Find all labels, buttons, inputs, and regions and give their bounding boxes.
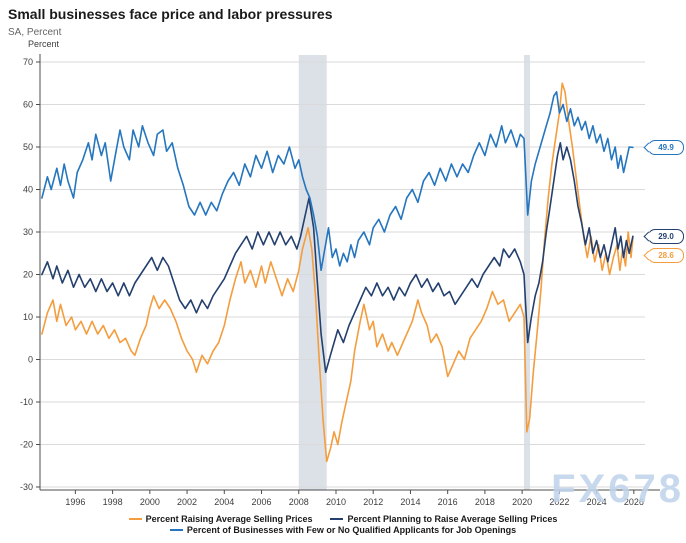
legend-label: Percent of Businesses with Few or No Qua…	[186, 525, 517, 535]
y-tick-label: 60	[23, 100, 33, 110]
y-tick-label: 50	[23, 142, 33, 152]
legend-label: Percent Planning to Raise Average Sellin…	[347, 514, 558, 524]
series-line-1	[41, 142, 634, 374]
end-value-callout-series-1: 29.0	[643, 229, 684, 244]
legend-line-swatch-orange	[128, 517, 142, 521]
end-value-callout-series-0: 28.6	[643, 248, 684, 263]
series-line-0	[41, 82, 634, 463]
legend-row-2: Percent of Businesses with Few or No Qua…	[169, 525, 517, 535]
x-tick-label: 1996	[65, 497, 85, 507]
legend-label: Percent Raising Average Selling Prices	[145, 514, 313, 524]
legend-item-planning-to-raise: Percent Planning to Raise Average Sellin…	[330, 514, 557, 524]
y-tick-label: -30	[20, 482, 33, 492]
y-axis-unit-label: Percent	[28, 39, 60, 49]
x-tick-label: 2004	[214, 497, 234, 507]
x-tick-label: 2026	[624, 497, 644, 507]
x-tick-label: 2006	[252, 497, 272, 507]
legend-item-raising-prices: Percent Raising Average Selling Prices	[128, 514, 313, 524]
y-tick-label: 0	[28, 355, 33, 365]
y-tick-label: -10	[20, 397, 33, 407]
legend-line-swatch-navy	[330, 517, 344, 521]
recession-band	[298, 55, 327, 490]
y-tick-label: 10	[23, 312, 33, 322]
x-tick-label: 2012	[363, 497, 383, 507]
x-tick-label: 2022	[549, 497, 569, 507]
y-tick-label: 70	[23, 57, 33, 67]
y-tick-label: 40	[23, 185, 33, 195]
recession-band	[524, 55, 530, 490]
x-tick-label: 2008	[289, 497, 309, 507]
x-tick-label: 2000	[140, 497, 160, 507]
chart-subtitle: SA, Percent	[8, 27, 62, 38]
legend-item-qualified-applicants: Percent of Businesses with Few or No Qua…	[169, 525, 517, 535]
x-tick-label: 2020	[512, 497, 532, 507]
series-line-2	[41, 91, 634, 272]
chart-title: Small businesses face price and labor pr…	[8, 6, 333, 22]
y-tick-label: -20	[20, 440, 33, 450]
legend-row-1: Percent Raising Average Selling Prices P…	[128, 514, 557, 524]
legend-line-swatch-blue	[169, 528, 183, 532]
x-tick-label: 2024	[587, 497, 607, 507]
x-tick-label: 2018	[475, 497, 495, 507]
x-tick-label: 2002	[177, 497, 197, 507]
y-tick-label: 20	[23, 270, 33, 280]
y-tick-label: 30	[23, 227, 33, 237]
x-tick-label: 2016	[438, 497, 458, 507]
x-tick-label: 2014	[400, 497, 420, 507]
legend: Percent Raising Average Selling Prices P…	[0, 514, 686, 535]
x-tick-label: 1998	[103, 497, 123, 507]
x-tick-label: 2010	[326, 497, 346, 507]
end-value-callout-series-2: 49.9	[643, 140, 684, 155]
